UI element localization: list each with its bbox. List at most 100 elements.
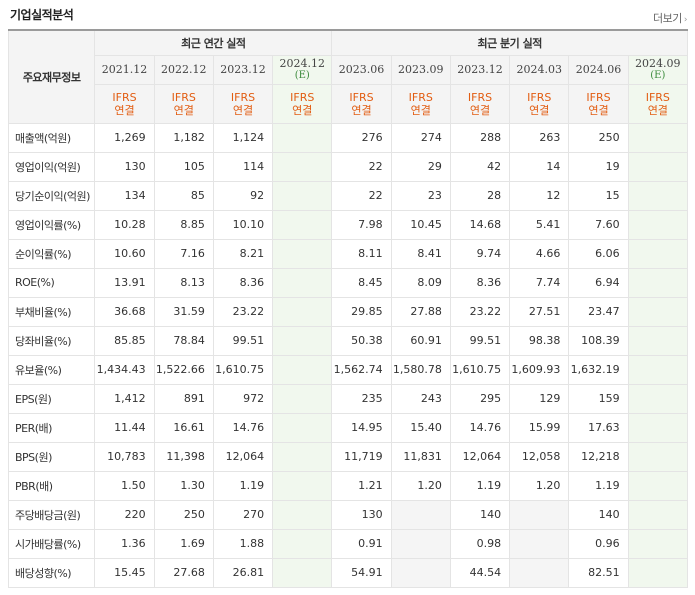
row-label: 유보율(%) (7, 354, 96, 385)
basis-standard: IFRS (171, 90, 196, 104)
row-label: 순이익률(%) (7, 238, 96, 269)
table-row: 주당배당금(원) 220 250 270 130 140 140 (7, 499, 689, 530)
table-cell: 140 (449, 499, 511, 530)
table-cell (627, 151, 689, 182)
table-cell: 7.60 (568, 209, 629, 240)
table-cell: 7.74 (509, 267, 570, 298)
basis-header: IFRS 연결 (272, 83, 333, 124)
table-cell: 44.54 (449, 557, 511, 588)
row-label: 당좌비율(%) (7, 325, 96, 356)
chevron-right-icon: › (683, 15, 688, 25)
table-cell: 1.50 (94, 470, 155, 501)
period-header: 2024.03 (509, 54, 570, 85)
period-label: 2024.03 (516, 63, 563, 76)
table-cell (627, 354, 689, 385)
table-cell: 14.95 (331, 412, 392, 443)
table-cell: 14.68 (449, 209, 511, 240)
table-cell (272, 325, 333, 356)
table-cell: 99.51 (449, 325, 511, 356)
period-header: 2022.12 (153, 54, 214, 85)
basis-header: IFRS 연결 (331, 83, 392, 124)
table-cell: 10.60 (94, 238, 155, 269)
table-cell (272, 441, 333, 472)
table-cell: 1,412 (94, 383, 155, 414)
table-row: EPS(원) 1,412 891 972 235 243 295 129 159 (7, 383, 689, 414)
basis-consolidated: 연결 (232, 103, 254, 117)
table-row: 영업이익(억원) 130 105 114 22 29 42 14 19 (7, 151, 689, 182)
table-cell (272, 528, 333, 559)
table-row: 배당성향(%) 15.45 27.68 26.81 54.91 44.54 82.51 (7, 557, 689, 588)
period-label: 2022.12 (160, 63, 207, 76)
table-cell (627, 412, 689, 443)
table-cell: 28 (449, 180, 511, 211)
table-cell (627, 122, 689, 153)
basis-header: IFRS 연결 (449, 83, 511, 124)
table-cell: 8.45 (331, 267, 392, 298)
table-row: 영업이익률(%) 10.28 8.85 10.10 7.98 10.45 14.68 5.41… (7, 209, 689, 240)
period-label: 2024.12 (279, 57, 325, 70)
period-label: 2023.06 (338, 63, 385, 76)
table-cell: 11,831 (390, 441, 451, 472)
table-cell: 1,562.74 (331, 354, 392, 385)
table-cell: 1.19 (449, 470, 511, 501)
basis-standard: IFRS (230, 90, 256, 104)
row-head-label: 주요재무정보 (7, 29, 96, 124)
table-cell: 98.38 (509, 325, 570, 356)
table-cell: 1.88 (212, 528, 274, 559)
table-cell (627, 209, 689, 240)
table-cell (272, 499, 333, 530)
table-cell: 23 (390, 180, 451, 211)
basis-standard: IFRS (467, 90, 493, 104)
table-cell: 1,434.43 (94, 354, 155, 385)
period-label: 2024.06 (575, 63, 622, 76)
table-cell: 0.96 (568, 528, 629, 559)
basis-consolidated: 연결 (114, 103, 135, 117)
table-cell: 235 (331, 383, 392, 414)
row-label: 영업이익률(%) (7, 209, 96, 240)
period-header: 2021.12 (94, 54, 155, 85)
table-cell: 10.10 (212, 209, 274, 240)
table-cell (627, 441, 689, 472)
table-cell: 1,610.75 (212, 354, 274, 385)
table-cell: 8.36 (449, 267, 511, 298)
table-cell: 99.51 (212, 325, 274, 356)
row-label: BPS(원) (7, 441, 96, 472)
table-cell: 60.91 (390, 325, 451, 356)
table-cell (627, 296, 689, 327)
table-cell: 13.91 (94, 267, 155, 298)
quarter-group-header: 최근 분기 실적 (331, 29, 688, 56)
table-cell (390, 557, 451, 588)
row-label: 배당성향(%) (7, 557, 96, 588)
table-cell: 22 (331, 151, 392, 182)
table-cell: 78.84 (153, 325, 214, 356)
table-cell: 295 (449, 383, 511, 414)
table-cell: 8.21 (212, 238, 274, 269)
table-cell: 276 (331, 122, 392, 153)
row-label: ROE(%) (7, 267, 96, 298)
table-cell: 8.09 (390, 267, 451, 298)
table-cell: 23.47 (568, 296, 629, 327)
table-cell: 26.81 (212, 557, 274, 588)
table-cell: 10,783 (94, 441, 155, 472)
table-row: PBR(배) 1.50 1.30 1.19 1.21 1.20 1.19 1.20 1.19 (7, 470, 689, 501)
period-header: 2024.12 (E) (272, 54, 333, 85)
table-cell: 130 (331, 499, 392, 530)
table-cell (509, 528, 570, 559)
table-cell: 1,522.66 (153, 354, 214, 385)
period-label: 2024.09 (635, 57, 681, 70)
table-cell: 29 (390, 151, 451, 182)
table-cell: 12,064 (449, 441, 511, 472)
table-cell: 0.98 (449, 528, 511, 559)
table-cell: 1,124 (212, 122, 274, 153)
table-cell: 12 (509, 180, 570, 211)
table-cell: 29.85 (331, 296, 392, 327)
table-cell: 15.45 (94, 557, 155, 588)
table-cell: 14.76 (212, 412, 274, 443)
table-cell: 12,058 (509, 441, 570, 472)
table-cell (627, 557, 689, 588)
basis-standard: IFRS (408, 90, 433, 104)
more-link[interactable]: 더보기 › (653, 10, 688, 26)
table-cell: 8.36 (212, 267, 274, 298)
table-cell: 1.30 (153, 470, 214, 501)
row-label: 부채비율(%) (7, 296, 96, 327)
